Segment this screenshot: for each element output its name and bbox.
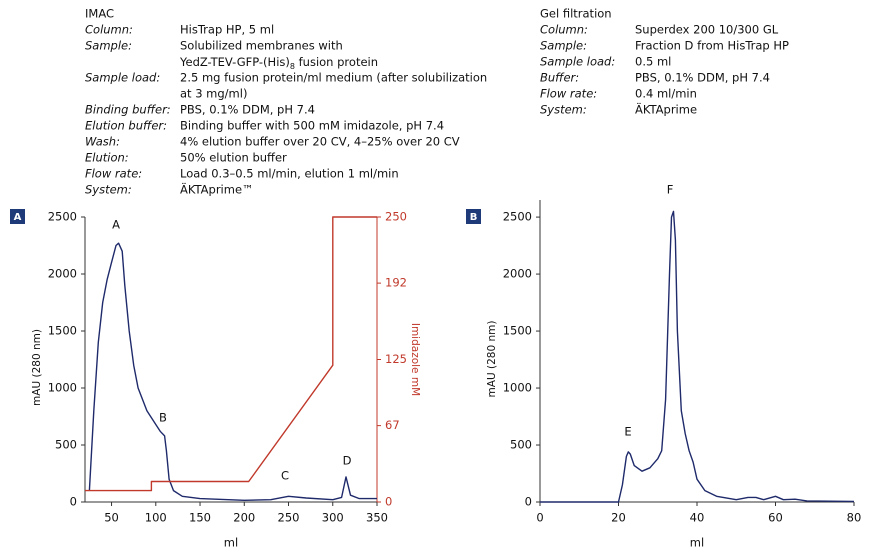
peak-label: E (624, 425, 631, 439)
condition-value: Load 0.3–0.5 ml/min, elution 1 ml/min (180, 167, 399, 181)
y-tick-label: 2500 (503, 210, 532, 224)
y-tick-label: 1000 (48, 381, 77, 395)
peak-label: C (281, 469, 289, 483)
text-part: YedZ-TEV-GFP-(His) (179, 55, 290, 69)
x-tick-label: 60 (768, 511, 783, 525)
condition-value: 0.4 ml/min (635, 87, 697, 101)
x-tick-label: 20 (611, 511, 626, 525)
condition-value: ÄKTAprime™ (180, 182, 254, 197)
condition-label: Column: (540, 23, 588, 37)
condition-value: 4% elution buffer over 20 CV, 4–25% over… (180, 135, 460, 149)
condition-value: YedZ-TEV-GFP-(His)8 fusion protein (179, 55, 378, 71)
condition-label: Elution buffer: (85, 119, 167, 133)
condition-value: PBS, 0.1% DDM, pH 7.4 (180, 103, 315, 117)
y-tick-label: 1500 (48, 324, 77, 338)
y2-tick-label: 125 (385, 352, 407, 366)
block-title: IMAC (85, 7, 114, 21)
x-tick-label: 80 (847, 511, 862, 525)
y-tick-label: 2000 (503, 267, 532, 281)
condition-value: Solubilized membranes with (180, 39, 343, 53)
x-tick-label: 200 (233, 511, 255, 525)
condition-label: System: (85, 183, 132, 197)
data-line (540, 210, 855, 503)
panel-label: A (14, 212, 22, 223)
condition-label: Flow rate: (85, 167, 142, 181)
x-tick-label: 40 (690, 511, 705, 525)
condition-label: Buffer: (540, 71, 579, 85)
y-tick-label: 500 (510, 438, 532, 452)
condition-label: Flow rate: (540, 87, 597, 101)
y-tick-label: 0 (525, 495, 532, 509)
y-tick-label: 1000 (503, 381, 532, 395)
x-tick-label: 150 (189, 511, 211, 525)
x-axis-label: ml (224, 536, 238, 550)
condition-label: Sample: (540, 39, 587, 53)
peak-label: A (112, 218, 120, 232)
x-axis-label: ml (690, 536, 704, 550)
condition-label: Sample: (85, 39, 132, 53)
data-line (88, 242, 377, 501)
y2-tick-label: 67 (385, 418, 400, 432)
y-tick-label: 500 (55, 438, 77, 452)
y-tick-label: 2000 (48, 267, 77, 281)
condition-label: Sample load: (540, 55, 615, 69)
peak-label: D (343, 454, 352, 468)
x-tick-label: 250 (278, 511, 300, 525)
panel-label: B (470, 212, 478, 223)
condition-label: System: (540, 103, 587, 117)
condition-value: HisTrap HP, 5 ml (180, 23, 274, 37)
condition-label: Column: (85, 23, 133, 37)
y-tick-label: 0 (70, 495, 77, 509)
y-tick-label: 1500 (503, 324, 532, 338)
panel-badge (466, 209, 481, 224)
y2-axis-label: Imidazole mM (409, 323, 421, 396)
x-tick-label: 300 (322, 511, 344, 525)
x-tick-label: 350 (366, 511, 388, 525)
peak-label: F (667, 183, 674, 197)
condition-value: PBS, 0.1% DDM, pH 7.4 (635, 71, 770, 85)
condition-label: Elution: (85, 151, 129, 165)
subscript: 8 (290, 62, 295, 71)
condition-value: 0.5 ml (635, 55, 671, 69)
x-tick-label: 50 (104, 511, 119, 525)
condition-label: Binding buffer: (85, 103, 171, 117)
condition-value: at 3 mg/ml) (180, 87, 247, 101)
y-tick-label: 2500 (48, 210, 77, 224)
condition-label: Sample load: (85, 71, 160, 85)
y2-tick-label: 192 (385, 276, 407, 290)
y-axis-label: mAU (280 nm) (31, 329, 43, 406)
condition-value: 2.5 mg fusion protein/ml medium (after s… (180, 71, 487, 85)
data-line (85, 216, 377, 492)
x-tick-label: 0 (536, 511, 543, 525)
condition-label: Wash: (85, 135, 120, 149)
panel-badge (10, 209, 25, 224)
y2-tick-label: 250 (385, 210, 407, 224)
condition-value: Superdex 200 10/300 GL (635, 23, 779, 37)
peak-label: B (159, 411, 167, 425)
x-tick-label: 100 (145, 511, 167, 525)
condition-value: 50% elution buffer (180, 151, 287, 165)
condition-value: Binding buffer with 500 mM imidazole, pH… (180, 119, 444, 133)
y2-tick-label: 0 (385, 495, 392, 509)
text-part: fusion protein (295, 55, 378, 69)
y-axis-label: mAU (280 nm) (486, 321, 498, 398)
block-title: Gel filtration (540, 7, 612, 21)
condition-value: Fraction D from HisTrap HP (635, 39, 789, 53)
condition-value: ÄKTAprime (635, 102, 697, 117)
